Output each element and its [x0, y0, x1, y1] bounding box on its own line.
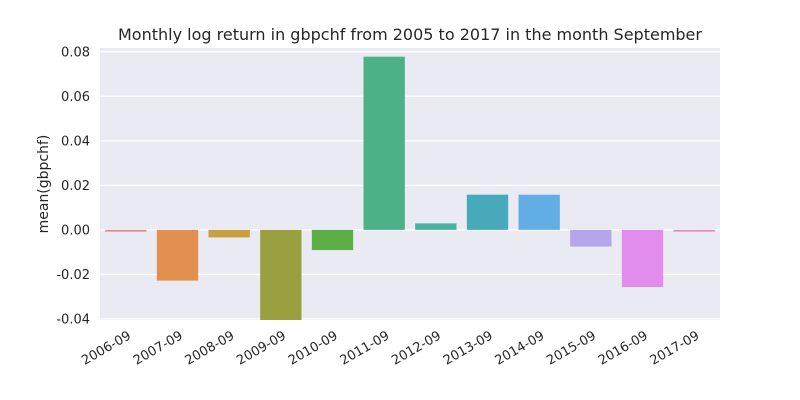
bars — [105, 56, 715, 320]
bar-2011-09 — [363, 56, 405, 230]
x-tick-label: 2009-09 — [234, 328, 289, 368]
x-tick-label: 2012-09 — [389, 328, 444, 368]
y-tick-label: 0.08 — [61, 45, 90, 60]
bar-2008-09 — [208, 229, 250, 238]
x-tick-label: 2010-09 — [286, 328, 341, 368]
y-tick-label: 0.04 — [61, 134, 90, 149]
bar-2015-09 — [570, 229, 612, 247]
x-tick-label: 2016-09 — [596, 328, 651, 368]
chart-title: Monthly log return in gbpchf from 2005 t… — [118, 25, 702, 44]
bar-2007-09 — [156, 229, 199, 281]
x-tick-label: 2011-09 — [338, 328, 393, 368]
bar-2014-09 — [518, 194, 560, 230]
y-tick-labels: 0.08 0.06 0.04 0.02 0.00 -0.02 -0.04 — [56, 45, 90, 327]
y-tick-label: 0.06 — [61, 90, 90, 105]
bar-2010-09 — [311, 229, 354, 251]
x-tick-label: 2017-09 — [648, 328, 703, 368]
gridlines — [100, 51, 720, 320]
x-tick-label: 2014-09 — [493, 328, 548, 368]
x-tick-label: 2015-09 — [544, 328, 599, 368]
y-tick-label: -0.04 — [56, 312, 90, 327]
x-tick-labels: 2006-092007-092008-092009-092010-092011-… — [79, 328, 702, 368]
x-tick-label: 2013-09 — [441, 328, 496, 368]
x-tick-label: 2007-09 — [131, 328, 186, 368]
bar-2012-09 — [415, 223, 457, 230]
y-tick-label: -0.02 — [56, 268, 90, 283]
bar-2006-09 — [105, 229, 147, 232]
bar-2009-09 — [260, 229, 302, 320]
y-tick-label: 0.00 — [61, 223, 90, 238]
y-axis-label: mean(gbpchf) — [36, 135, 52, 234]
bar-2013-09 — [466, 194, 509, 230]
x-tick-label: 2006-09 — [79, 328, 134, 368]
bar-2017-09 — [673, 229, 715, 232]
x-tick-label: 2008-09 — [183, 328, 238, 368]
y-tick-label: 0.02 — [61, 179, 90, 194]
bar-2016-09 — [621, 229, 664, 288]
